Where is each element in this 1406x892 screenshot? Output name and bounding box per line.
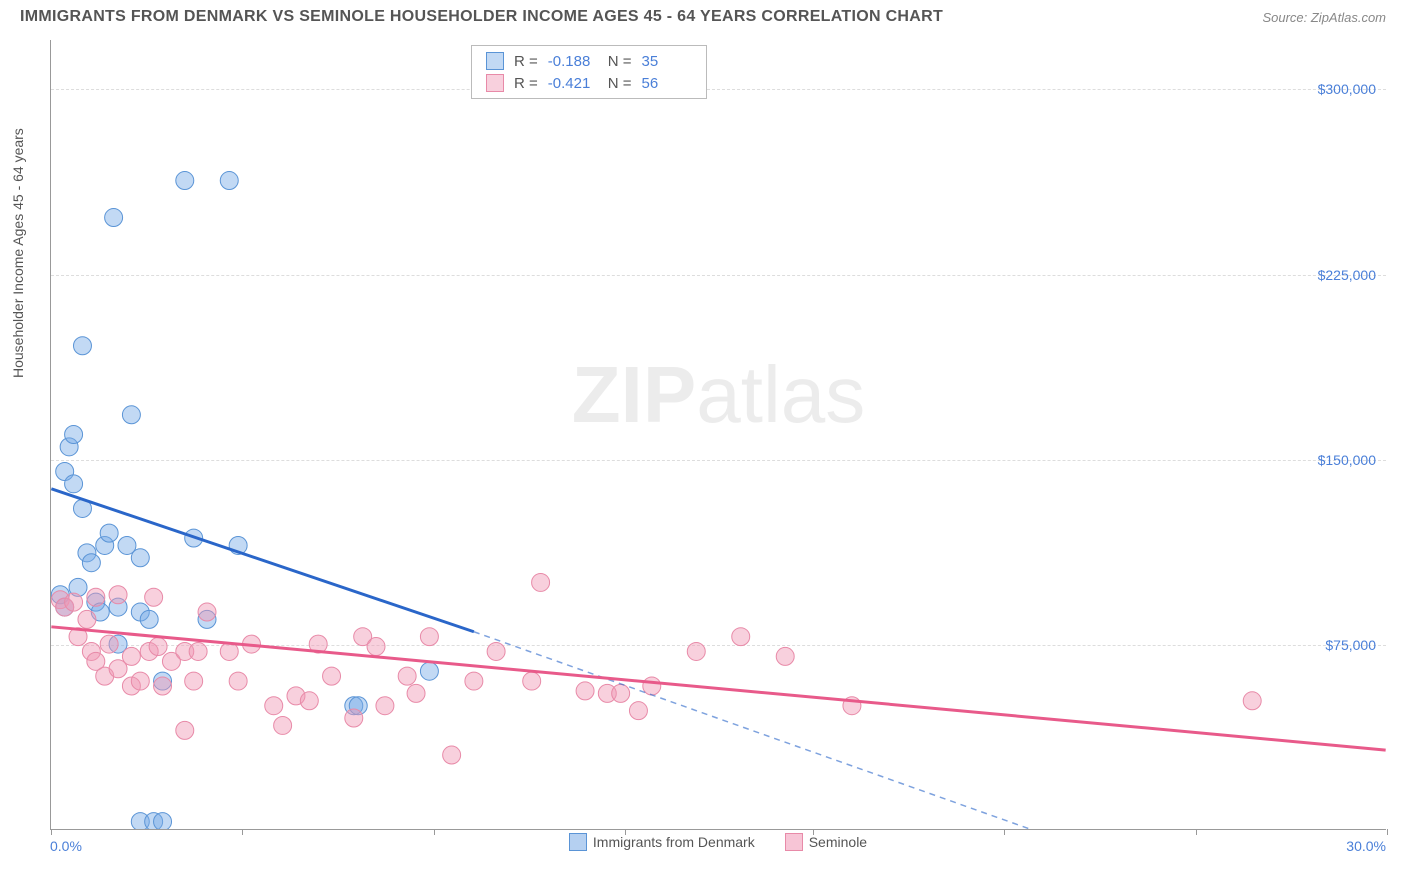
data-point-seminole — [1243, 692, 1261, 710]
data-point-seminole — [229, 672, 247, 690]
chart-header: IMMIGRANTS FROM DENMARK VS SEMINOLE HOUS… — [0, 0, 1406, 32]
legend-label-denmark: Immigrants from Denmark — [593, 834, 755, 850]
n-value-seminole: 56 — [642, 75, 692, 92]
bottom-legend: Immigrants from Denmark Seminole — [50, 833, 1386, 851]
r-value-seminole: -0.421 — [548, 75, 598, 92]
legend-item-seminole: Seminole — [785, 833, 867, 851]
data-point-seminole — [643, 677, 661, 695]
data-point-seminole — [376, 697, 394, 715]
data-point-seminole — [122, 647, 140, 665]
scatter-svg — [51, 40, 1386, 829]
data-point-seminole — [398, 667, 416, 685]
data-point-seminole — [629, 702, 647, 720]
data-point-seminole — [87, 588, 105, 606]
source-label: Source: ZipAtlas.com — [1262, 10, 1386, 25]
data-point-seminole — [78, 610, 96, 628]
data-point-seminole — [465, 672, 483, 690]
legend-swatch-denmark — [569, 833, 587, 851]
data-point-seminole — [100, 635, 118, 653]
data-point-seminole — [776, 647, 794, 665]
regression-dash-denmark — [474, 632, 1030, 829]
legend-swatch-seminole — [785, 833, 803, 851]
data-point-seminole — [300, 692, 318, 710]
data-point-denmark — [82, 554, 100, 572]
data-point-seminole — [131, 672, 149, 690]
data-point-denmark — [154, 813, 172, 829]
stats-row-denmark: R = -0.188 N = 35 — [486, 50, 692, 72]
x-tick — [1387, 829, 1388, 835]
data-point-seminole — [532, 573, 550, 591]
data-point-denmark — [105, 209, 123, 227]
data-point-denmark — [73, 337, 91, 355]
data-point-seminole — [176, 721, 194, 739]
data-point-seminole — [576, 682, 594, 700]
data-point-seminole — [732, 628, 750, 646]
data-point-seminole — [265, 697, 283, 715]
data-point-seminole — [65, 593, 83, 611]
n-value-denmark: 35 — [642, 53, 692, 70]
data-point-seminole — [189, 642, 207, 660]
data-point-seminole — [487, 642, 505, 660]
data-point-denmark — [140, 610, 158, 628]
data-point-seminole — [420, 628, 438, 646]
legend-item-denmark: Immigrants from Denmark — [569, 833, 755, 851]
data-point-seminole — [443, 746, 461, 764]
data-point-seminole — [407, 684, 425, 702]
swatch-seminole — [486, 74, 504, 92]
data-point-seminole — [185, 672, 203, 690]
data-point-seminole — [345, 709, 363, 727]
data-point-denmark — [122, 406, 140, 424]
data-point-denmark — [65, 426, 83, 444]
data-point-seminole — [198, 603, 216, 621]
chart-plot-area: ZIPatlas R = -0.188 N = 35 R = -0.421 N … — [50, 40, 1386, 830]
data-point-seminole — [523, 672, 541, 690]
data-point-seminole — [109, 586, 127, 604]
swatch-denmark — [486, 52, 504, 70]
y-axis-title: Householder Income Ages 45 - 64 years — [10, 128, 26, 378]
data-point-denmark — [420, 662, 438, 680]
data-point-seminole — [367, 638, 385, 656]
stats-legend-box: R = -0.188 N = 35 R = -0.421 N = 56 — [471, 45, 707, 99]
data-point-seminole — [149, 638, 167, 656]
data-point-seminole — [274, 716, 292, 734]
data-point-seminole — [154, 677, 172, 695]
regression-line-seminole — [51, 627, 1385, 750]
data-point-denmark — [131, 549, 149, 567]
chart-title: IMMIGRANTS FROM DENMARK VS SEMINOLE HOUS… — [20, 8, 943, 26]
data-point-seminole — [687, 642, 705, 660]
data-point-seminole — [145, 588, 163, 606]
legend-label-seminole: Seminole — [809, 834, 867, 850]
data-point-seminole — [323, 667, 341, 685]
stats-row-seminole: R = -0.421 N = 56 — [486, 72, 692, 94]
data-point-denmark — [220, 172, 238, 190]
data-point-denmark — [100, 524, 118, 542]
data-point-denmark — [176, 172, 194, 190]
data-point-seminole — [612, 684, 630, 702]
data-point-denmark — [65, 475, 83, 493]
r-value-denmark: -0.188 — [548, 53, 598, 70]
